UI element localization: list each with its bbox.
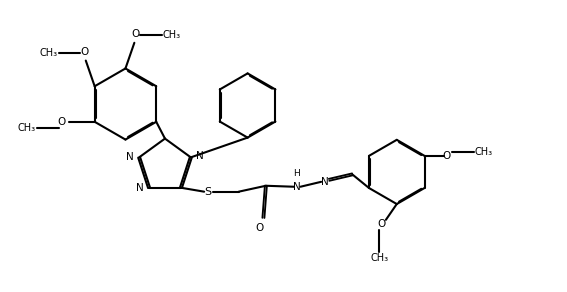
Text: CH₃: CH₃ [18, 123, 36, 133]
Text: H: H [293, 169, 300, 178]
Text: O: O [81, 47, 89, 57]
Text: N: N [321, 177, 329, 187]
Text: N: N [136, 183, 144, 193]
Text: N: N [196, 151, 204, 161]
Text: CH₃: CH₃ [475, 147, 493, 157]
Text: O: O [131, 29, 139, 39]
Text: N: N [126, 152, 134, 162]
Text: N: N [293, 182, 301, 192]
Text: CH₃: CH₃ [40, 48, 58, 58]
Text: CH₃: CH₃ [163, 30, 181, 40]
Text: O: O [443, 151, 451, 161]
Text: S: S [205, 187, 211, 197]
Text: O: O [378, 219, 386, 229]
Text: O: O [58, 117, 66, 127]
Text: CH₃: CH₃ [370, 253, 388, 263]
Text: O: O [255, 223, 264, 233]
